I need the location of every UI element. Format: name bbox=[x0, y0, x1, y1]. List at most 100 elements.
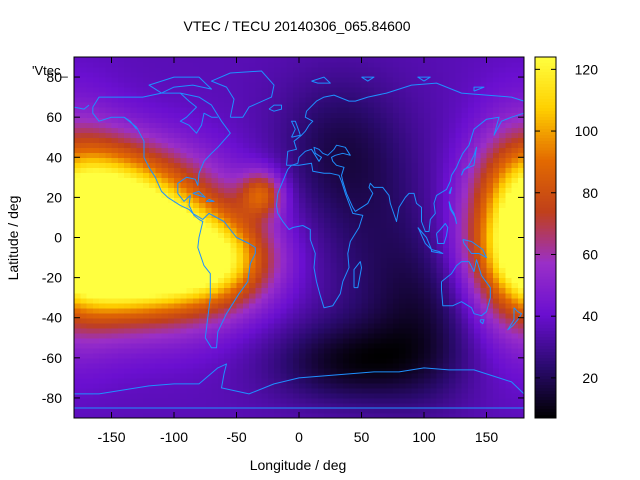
tec-cell bbox=[242, 212, 250, 219]
tec-cell bbox=[186, 62, 194, 68]
tec-cell bbox=[424, 252, 431, 259]
tec-cell bbox=[155, 142, 163, 148]
tec-cell bbox=[174, 352, 181, 359]
tec-cell bbox=[361, 402, 369, 409]
tec-cell bbox=[249, 222, 256, 229]
tec-cell bbox=[99, 332, 106, 339]
tec-cell bbox=[392, 77, 400, 83]
tec-cell bbox=[99, 297, 106, 304]
tec-cell bbox=[480, 242, 488, 249]
tec-cell bbox=[336, 102, 344, 108]
tec-cell bbox=[442, 182, 450, 188]
tec-cell bbox=[174, 212, 181, 219]
tec-cell bbox=[74, 87, 81, 93]
tec-cell bbox=[380, 272, 388, 279]
tec-cell bbox=[361, 312, 369, 319]
tec-cell bbox=[224, 112, 231, 118]
tec-cell bbox=[174, 192, 181, 198]
tec-cell bbox=[199, 362, 206, 369]
tec-cell bbox=[292, 157, 300, 163]
tec-cell bbox=[174, 252, 181, 259]
tec-cell bbox=[336, 62, 344, 68]
tec-cell bbox=[99, 367, 106, 374]
tec-cell bbox=[230, 112, 238, 118]
tec-cell bbox=[211, 72, 219, 78]
tec-cell bbox=[505, 387, 513, 394]
tec-cell bbox=[392, 242, 400, 249]
tec-cell bbox=[74, 312, 81, 319]
tec-cell bbox=[499, 262, 506, 269]
tec-cell bbox=[324, 297, 331, 304]
tec-cell bbox=[424, 377, 431, 384]
tec-cell bbox=[424, 337, 431, 344]
tec-cell bbox=[236, 402, 244, 409]
tec-cell bbox=[374, 302, 381, 309]
tec-cell bbox=[324, 292, 331, 299]
tec-cell bbox=[449, 412, 456, 419]
tec-cell bbox=[305, 157, 313, 163]
tec-cell bbox=[442, 407, 450, 414]
tec-cell bbox=[424, 277, 431, 284]
tec-cell bbox=[480, 277, 488, 284]
tec-cell bbox=[249, 327, 256, 334]
tec-cell bbox=[455, 302, 463, 309]
tec-cell bbox=[117, 77, 125, 83]
tec-cell bbox=[367, 102, 375, 108]
tec-cell bbox=[467, 237, 475, 244]
tec-cell bbox=[417, 117, 425, 123]
tec-cell bbox=[424, 102, 431, 108]
tec-cell bbox=[192, 122, 200, 128]
tec-cell bbox=[136, 82, 144, 88]
tec-cell bbox=[342, 262, 350, 269]
tec-cell bbox=[342, 122, 350, 128]
tec-cell bbox=[311, 297, 319, 304]
tec-cell bbox=[280, 217, 288, 224]
tec-cell bbox=[86, 207, 94, 214]
tec-cell bbox=[211, 262, 219, 269]
tec-cell bbox=[74, 297, 81, 304]
tec-cell bbox=[249, 162, 256, 168]
tec-cell bbox=[186, 77, 194, 83]
tec-cell bbox=[161, 397, 169, 404]
tec-cell bbox=[92, 177, 100, 183]
tec-cell bbox=[286, 167, 294, 173]
tec-cell bbox=[324, 182, 331, 188]
tec-cell bbox=[411, 412, 419, 419]
tec-cell bbox=[117, 102, 125, 108]
tec-cell bbox=[230, 67, 238, 73]
tec-cell bbox=[374, 277, 381, 284]
tec-cell bbox=[311, 167, 319, 173]
tec-cell bbox=[224, 122, 231, 128]
tec-cell bbox=[255, 57, 263, 63]
tec-cell bbox=[142, 167, 150, 173]
tec-cell bbox=[417, 372, 425, 379]
tec-cell bbox=[86, 122, 94, 128]
tec-cell bbox=[349, 132, 356, 138]
tec-cell bbox=[286, 112, 294, 118]
tec-cell bbox=[99, 287, 106, 294]
tec-cell bbox=[80, 127, 88, 133]
tec-cell bbox=[211, 332, 219, 339]
tec-cell bbox=[280, 402, 288, 409]
tec-cell bbox=[349, 397, 356, 404]
tec-cell bbox=[430, 282, 438, 289]
tec-cell bbox=[336, 367, 344, 374]
tec-cell bbox=[330, 307, 338, 314]
tec-cell bbox=[230, 347, 238, 354]
tec-cell bbox=[405, 157, 413, 163]
tec-cell bbox=[417, 57, 425, 63]
tec-cell bbox=[274, 397, 281, 404]
tec-cell bbox=[124, 202, 131, 209]
tec-cell bbox=[167, 92, 175, 98]
tec-cell bbox=[324, 177, 331, 183]
tec-cell bbox=[255, 412, 263, 419]
tec-cell bbox=[192, 362, 200, 369]
tec-cell bbox=[499, 357, 506, 364]
tec-cell bbox=[480, 372, 488, 379]
tec-cell bbox=[155, 397, 163, 404]
tec-cell bbox=[505, 337, 513, 344]
tec-cell bbox=[299, 122, 306, 128]
tec-cell bbox=[236, 152, 244, 158]
tec-cell bbox=[274, 222, 281, 229]
tec-cell bbox=[486, 227, 494, 234]
